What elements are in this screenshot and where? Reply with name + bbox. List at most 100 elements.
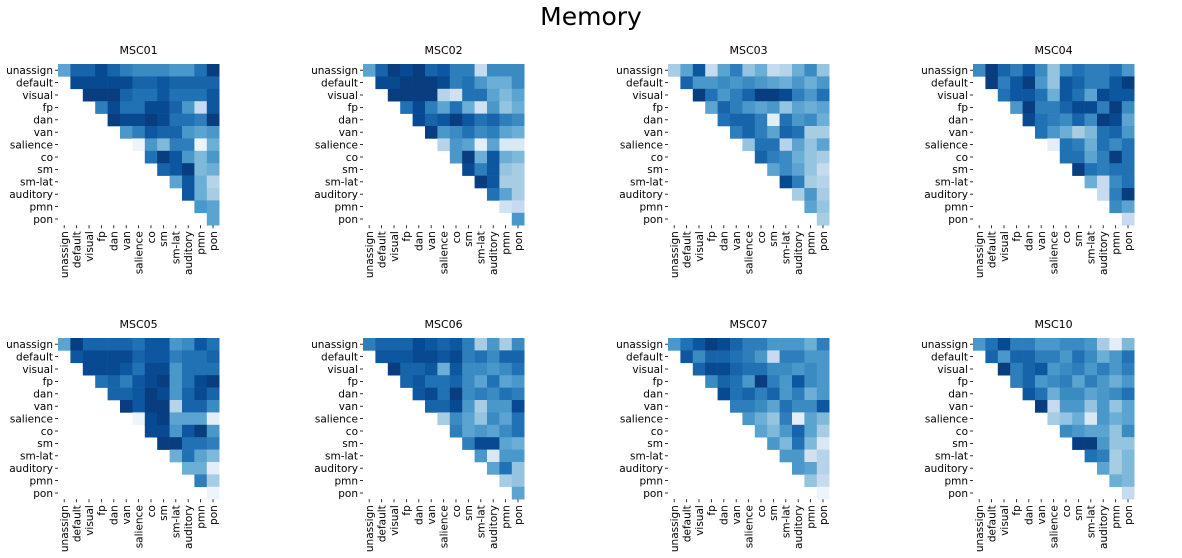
x-tick-label: van: [426, 231, 438, 250]
heatmap-cell: [387, 362, 401, 376]
heatmap-cell: [1084, 437, 1098, 450]
heatmap-cell: [511, 387, 525, 401]
heatmap-cell: [474, 424, 488, 438]
heatmap-cell: [194, 338, 208, 351]
heatmap-cell: [1109, 437, 1123, 450]
heatmap-cell: [1035, 113, 1048, 127]
heatmap-cell: [169, 338, 183, 351]
x-tick-label: sm-lat: [781, 505, 793, 538]
y-tick-label: pon: [338, 214, 358, 226]
heatmap-cell: [1097, 412, 1110, 426]
heatmap-cell: [717, 101, 731, 114]
y-tick-label: fp: [43, 102, 54, 114]
heatmap-cell: [182, 462, 195, 475]
x-tick-label: co: [1061, 231, 1073, 243]
x-tick-label: pon: [208, 505, 220, 525]
y-tick-label: fp: [958, 102, 969, 114]
heatmap-cell: [1072, 437, 1085, 450]
heatmap-cell: [692, 88, 706, 102]
x-tick-label: unassign: [974, 505, 986, 552]
heatmap-cell: [730, 64, 743, 77]
panel-title: MSC05: [120, 318, 158, 331]
heatmap-cell: [754, 400, 768, 413]
heatmap-cell: [499, 126, 513, 139]
panel-title: MSC04: [1035, 44, 1073, 57]
heatmap-cell: [58, 338, 71, 351]
heatmap-cell: [206, 200, 220, 214]
y-tick-label: pon: [338, 488, 358, 500]
y-tick-label: salience: [315, 413, 358, 425]
heatmap-cell: [511, 88, 525, 102]
heatmap-cell: [742, 76, 756, 90]
y-tick-label: co: [346, 426, 358, 438]
heatmap-cell: [1047, 88, 1061, 102]
heatmap-cell: [1109, 350, 1123, 364]
heatmap-cell: [804, 350, 818, 364]
heatmap-cell: [1022, 88, 1036, 102]
heatmap-cell: [816, 64, 830, 77]
y-tick-label: van: [644, 127, 663, 139]
heatmap-cell: [1109, 126, 1123, 139]
y-tick-label: salience: [925, 139, 968, 151]
x-tick-label: pmn: [805, 505, 817, 529]
y-tick-label: auditory: [924, 189, 968, 201]
heatmap-cell: [95, 101, 108, 114]
heatmap-cell: [1084, 88, 1098, 102]
heatmap-cell: [730, 101, 743, 114]
y-tick-label: auditory: [314, 189, 358, 201]
heatmap-cell: [792, 88, 805, 102]
heatmap-cell: [804, 437, 818, 450]
heatmap-cell: [792, 76, 805, 90]
heatmap-cell: [1035, 400, 1048, 413]
y-tick-label: sm-lat: [325, 177, 358, 189]
heatmap-cell: [804, 101, 818, 114]
heatmap-cell: [474, 338, 488, 351]
x-tick-label: dan: [414, 505, 426, 525]
heatmap-cell: [95, 76, 108, 90]
y-tick-label: default: [16, 77, 53, 89]
y-tick-label: co: [956, 426, 968, 438]
x-tick-label: fp: [401, 505, 413, 516]
x-tick-label: dan: [1024, 505, 1036, 525]
heatmap-cell: [182, 375, 195, 388]
heatmap-cell: [70, 350, 84, 364]
x-tick-label: dan: [109, 231, 121, 251]
heatmap-cell: [754, 424, 768, 438]
heatmap-cell: [194, 76, 208, 90]
heatmap-cell: [400, 76, 413, 90]
heatmap-cell: [816, 474, 830, 488]
heatmap-cell: [400, 375, 413, 388]
heatmap-cell: [157, 437, 170, 450]
heatmap-cell: [1072, 400, 1085, 413]
x-tick-label: visual: [84, 505, 96, 536]
heatmap-cell: [511, 424, 525, 438]
x-tick-label: auditory: [1098, 505, 1110, 549]
y-tick-label: pon: [33, 488, 53, 500]
heatmap-cell: [767, 400, 780, 413]
x-tick-label: pon: [513, 231, 525, 251]
heatmap-cell: [437, 64, 451, 77]
heatmap-cell: [1035, 338, 1048, 351]
heatmap-cell: [1010, 76, 1023, 90]
heatmap-cell: [169, 350, 183, 364]
y-tick-label: salience: [315, 139, 358, 151]
heatmap-cell: [1072, 350, 1085, 364]
heatmap-cell: [425, 350, 438, 364]
heatmap-cell: [1072, 163, 1085, 176]
heatmap-cell: [449, 424, 463, 438]
heatmap-cell: [779, 400, 793, 413]
heatmap-cell: [779, 350, 793, 364]
heatmap-cell: [474, 88, 488, 102]
heatmap-cell: [499, 437, 513, 450]
heatmap-cell: [779, 362, 793, 376]
heatmap-cell: [680, 338, 694, 351]
heatmap-cell: [1097, 375, 1110, 388]
y-tick-label: sm-lat: [20, 177, 53, 189]
heatmap-cell: [132, 138, 146, 152]
heatmap-cell: [462, 338, 475, 351]
heatmap-cell: [767, 126, 780, 139]
x-tick-label: auditory: [1098, 231, 1110, 275]
heatmap-cell: [70, 64, 84, 77]
heatmap-cell: [462, 126, 475, 139]
heatmap-cell: [717, 88, 731, 102]
